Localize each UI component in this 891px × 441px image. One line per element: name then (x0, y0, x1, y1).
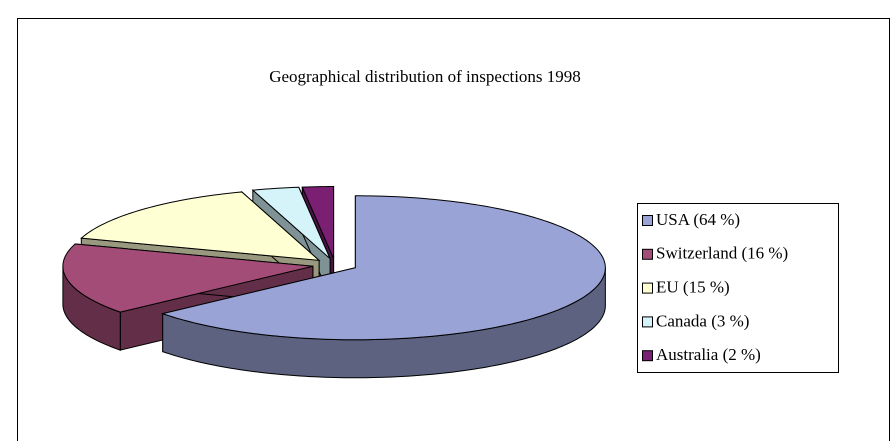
legend-label: USA (64 %) (656, 210, 740, 229)
pie-slice (160, 195, 606, 379)
chart-frame (17, 18, 890, 441)
legend-label: Switzerland (16 %) (656, 244, 788, 263)
legend-box (637, 203, 839, 373)
legend-label: EU (15 %) (656, 278, 730, 297)
legend-label: Australia (2 %) (656, 345, 761, 364)
legend-swatch (642, 215, 653, 226)
slice-top (80, 191, 321, 262)
slice-top (160, 195, 606, 341)
slice-top (301, 186, 335, 259)
legend-swatch (642, 248, 653, 260)
legend-swatch (642, 282, 653, 294)
slice-top (62, 243, 314, 313)
legend-label: Canada (3 %) (656, 311, 749, 330)
legend-swatch (642, 350, 653, 362)
legend-swatch (642, 316, 653, 328)
slice-top (251, 186, 331, 260)
chart-title: Geographical distribution of inspections… (269, 67, 581, 86)
